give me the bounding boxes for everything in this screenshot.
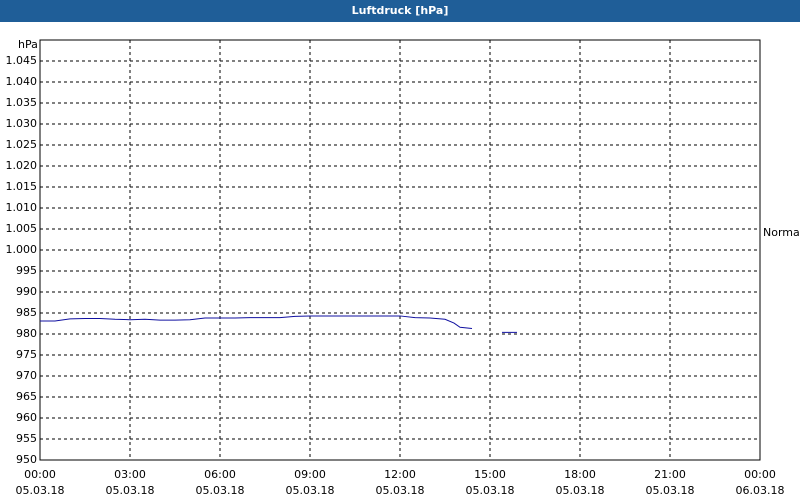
y-tick-label: 1.030 <box>6 117 38 130</box>
x-tick-date: 05.03.18 <box>466 484 515 497</box>
y-tick-label: 1.025 <box>6 138 38 151</box>
x-tick-label: 09:00 <box>294 468 326 481</box>
data-line <box>40 315 517 333</box>
y-tick-label: 1.045 <box>6 54 38 67</box>
y-tick-label: 975 <box>16 348 37 361</box>
y-tick-label: 995 <box>16 264 37 277</box>
x-tick-label: 00:00 <box>24 468 56 481</box>
y-tick-label: 1.000 <box>6 243 38 256</box>
y-tick-label: 1.010 <box>6 201 38 214</box>
y-tick-label: 1.005 <box>6 222 38 235</box>
x-tick-label: 18:00 <box>564 468 596 481</box>
y-tick-label: 950 <box>16 453 37 466</box>
x-tick-date: 05.03.18 <box>16 484 65 497</box>
x-tick-date: 05.03.18 <box>196 484 245 497</box>
x-tick-date: 05.03.18 <box>646 484 695 497</box>
x-tick-date: 05.03.18 <box>106 484 155 497</box>
y-tick-label: 1.035 <box>6 96 38 109</box>
y-unit: hPa <box>18 38 38 51</box>
y-tick-label: 955 <box>16 432 37 445</box>
x-tick-label: 06:00 <box>204 468 236 481</box>
x-tick-date: 05.03.18 <box>556 484 605 497</box>
chart: hPa 950 955 960 965 970 975 980 985 990 995 1.000 1… <box>6 38 800 497</box>
x-tick-date: 05.03.18 <box>376 484 425 497</box>
x-tick-date: 06.03.18 <box>736 484 785 497</box>
y-tick-label: 970 <box>16 369 37 382</box>
x-tick-date: 05.03.18 <box>286 484 335 497</box>
y-tick-label: 965 <box>16 390 37 403</box>
x-tick-label: 00:00 <box>744 468 776 481</box>
plot-frame <box>39 39 761 461</box>
x-tick-label: 21:00 <box>654 468 686 481</box>
y-tick-label: 985 <box>16 306 37 319</box>
x-tick-label: 15:00 <box>474 468 506 481</box>
title-bar: Luftdruck [hPa] <box>0 0 800 22</box>
x-tick-label: 12:00 <box>384 468 416 481</box>
y-tick-label: 1.040 <box>6 75 38 88</box>
x-tick-label: 03:00 <box>114 468 146 481</box>
y-tick-label: 980 <box>16 327 37 340</box>
y-tick-label: 1.020 <box>6 159 38 172</box>
annotation: Normal <box>763 226 800 239</box>
y-tick-label: 990 <box>16 285 37 298</box>
y-tick-label: 1.015 <box>6 180 38 193</box>
y-tick-label: 960 <box>16 411 37 424</box>
